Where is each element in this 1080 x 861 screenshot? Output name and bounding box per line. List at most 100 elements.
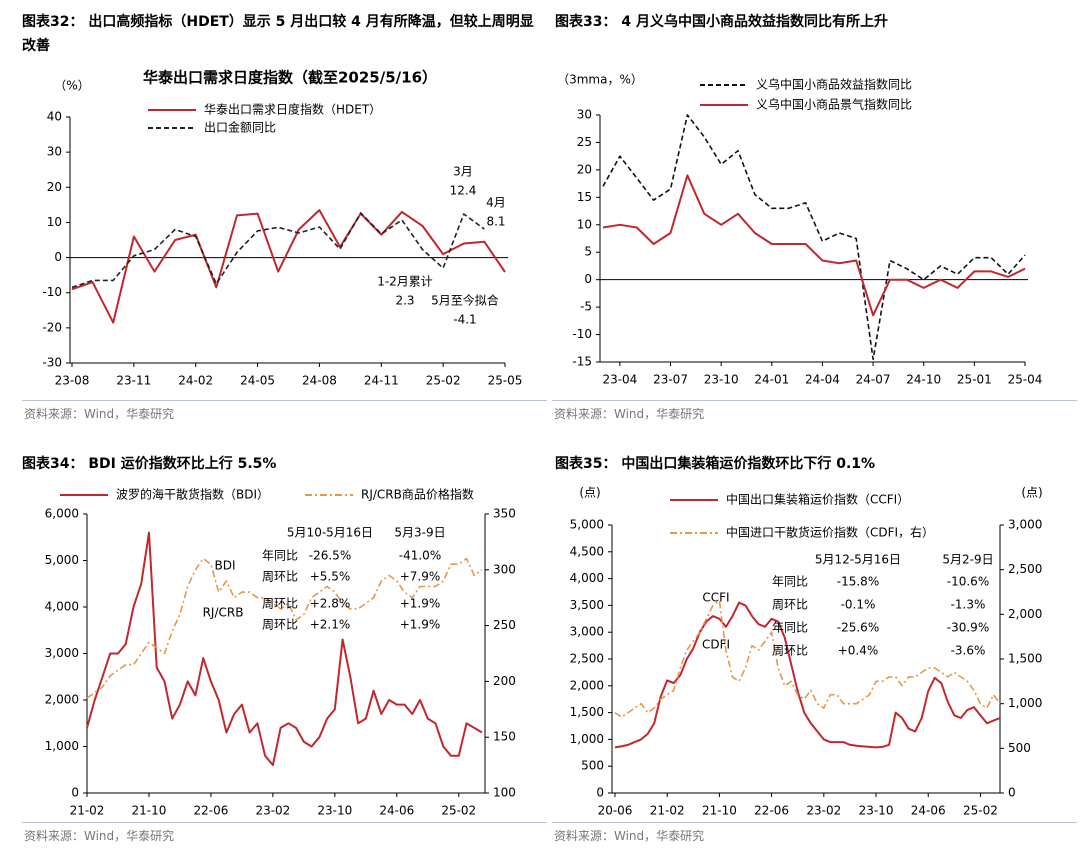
table-cell: +1.9% xyxy=(400,597,441,611)
table-cell: -41.0% xyxy=(399,549,441,563)
x-tick-label: 25-01 xyxy=(957,373,992,387)
y-tick-label: 3,500 xyxy=(570,598,604,612)
y-tick-label: 4,500 xyxy=(570,544,604,558)
y-tick-label: 0 xyxy=(584,272,592,286)
x-tick-label: 24-07 xyxy=(856,373,891,387)
y-axis-label: （%） xyxy=(54,79,89,93)
table-cell: 周环比 xyxy=(262,570,298,584)
y-tick-label: 20 xyxy=(577,162,592,176)
x-tick-label: 23-11 xyxy=(116,374,151,388)
source: 资料来源：Wind，华泰研究 xyxy=(554,829,705,843)
annotation: 8.1 xyxy=(486,215,505,229)
y2-axis-label: (点) xyxy=(1021,486,1042,500)
y-tick-label: 0 xyxy=(71,786,79,800)
y-tick-label: 1,000 xyxy=(570,732,604,746)
series-line xyxy=(86,531,483,767)
x-tick-label: 23-10 xyxy=(317,804,352,818)
figure-title: 图表33： 4 月义乌中国小商品效益指数同比有所上升 xyxy=(555,14,888,30)
annotation: 3月 xyxy=(453,165,473,179)
y-tick-label: 30 xyxy=(577,108,592,122)
divider xyxy=(552,822,1077,823)
legend-label: 义乌中国小商品效益指数同比 xyxy=(756,77,912,92)
y-tick-label: -10 xyxy=(42,285,62,299)
x-tick-label: 25-04 xyxy=(1008,373,1043,387)
y2-tick-label: 100 xyxy=(493,786,516,800)
x-tick-label: 23-07 xyxy=(653,373,688,387)
annotation: CDFI xyxy=(702,638,730,652)
table-header: 5月2-9日 xyxy=(942,553,993,567)
table-cell: -1.3% xyxy=(951,598,986,612)
table-header: 5月12-5月16日 xyxy=(815,553,901,567)
annotation: 1-2月累计 xyxy=(377,275,433,289)
table-cell: +1.9% xyxy=(400,618,441,632)
y2-tick-label: 300 xyxy=(493,562,516,576)
x-tick-label: 20-06 xyxy=(598,804,633,818)
y-tick-label: -5 xyxy=(580,300,592,314)
annotation: -4.1 xyxy=(453,313,476,327)
x-tick-label: 24-10 xyxy=(906,373,941,387)
table-cell: 年同比 xyxy=(772,621,808,635)
table-cell: 周环比 xyxy=(772,598,808,612)
source: 资料来源：Wind，华泰研究 xyxy=(24,407,175,421)
x-tick-label: 24-11 xyxy=(364,374,399,388)
y-tick-label: -10 xyxy=(572,327,592,341)
table-cell: 年同比 xyxy=(772,575,808,589)
series-line xyxy=(614,601,1001,749)
y2-tick-label: 1,000 xyxy=(1008,696,1042,710)
table-cell: 年同比 xyxy=(262,549,298,563)
x-tick-label: 25-02 xyxy=(441,804,476,818)
legend-label: RJ/CRB商品价格指数 xyxy=(361,487,474,502)
y-tick-label: 0 xyxy=(596,786,604,800)
y-tick-label: 2,000 xyxy=(45,693,79,707)
annotation: 2.3 xyxy=(395,294,414,308)
x-tick-label: 24-06 xyxy=(379,804,414,818)
annotation: 4月 xyxy=(486,196,506,210)
y-tick-label: 4,000 xyxy=(45,600,79,614)
y-tick-label: 30 xyxy=(47,145,62,159)
y-tick-label: 6,000 xyxy=(45,507,79,521)
y2-tick-label: 3,000 xyxy=(1008,518,1042,532)
y-tick-label: 20 xyxy=(47,180,62,194)
y-tick-label: 500 xyxy=(581,759,604,773)
y-tick-label: -20 xyxy=(42,320,62,334)
y2-tick-label: 200 xyxy=(493,674,516,688)
table-cell: +5.5% xyxy=(310,570,351,584)
table-cell: 周环比 xyxy=(262,618,298,632)
y-axis-label: （3mma，%） xyxy=(557,73,643,87)
x-tick-label: 24-06 xyxy=(911,804,946,818)
y-tick-label: 10 xyxy=(577,217,592,231)
annotation: 12.4 xyxy=(450,184,477,198)
figure-title: 图表35： 中国出口集装箱运价指数环比下行 0.1% xyxy=(555,456,876,472)
y2-tick-label: 2,500 xyxy=(1008,562,1042,576)
source: 资料来源：Wind，华泰研究 xyxy=(554,407,705,421)
y2-tick-label: 2,000 xyxy=(1008,607,1042,621)
annotation: 5月至今拟合 xyxy=(431,293,499,308)
y-tick-label: -30 xyxy=(42,356,62,370)
x-tick-label: 23-10 xyxy=(859,804,894,818)
annotation: CCFI xyxy=(702,591,729,605)
table-cell: -0.1% xyxy=(841,598,876,612)
y-tick-label: 5,000 xyxy=(570,518,604,532)
figure-title: 图表32： 出口高频指标（HDET）显示 5 月出口较 4 月有所降温，但较上周… xyxy=(22,14,534,54)
series-line xyxy=(602,114,1026,361)
y2-tick-label: 500 xyxy=(1008,741,1031,755)
table-cell: 周环比 xyxy=(262,597,298,611)
table-cell: 周环比 xyxy=(772,644,808,658)
legend-label: 波罗的海干散货指数（BDI） xyxy=(116,487,269,502)
x-tick-label: 24-02 xyxy=(178,374,213,388)
y2-tick-label: 350 xyxy=(493,507,516,521)
table-header: 5月3-9日 xyxy=(394,526,445,540)
table-cell: +2.1% xyxy=(310,618,351,632)
y-tick-label: 3,000 xyxy=(570,625,604,639)
table-header: 5月10-5月16日 xyxy=(287,526,373,540)
legend-label: 义乌中国小商品景气指数同比 xyxy=(756,97,912,112)
x-tick-label: 23-10 xyxy=(704,373,739,387)
series-line xyxy=(602,174,1026,317)
y-tick-label: 3,000 xyxy=(45,646,79,660)
y-tick-label: 2,500 xyxy=(570,652,604,666)
x-tick-label: 23-02 xyxy=(806,804,841,818)
y-tick-label: 5,000 xyxy=(45,553,79,567)
y2-tick-label: 150 xyxy=(493,730,516,744)
y-axis-label: (点) xyxy=(579,486,600,500)
legend-label: 中国出口集装箱运价指数（CCFI） xyxy=(726,492,909,507)
